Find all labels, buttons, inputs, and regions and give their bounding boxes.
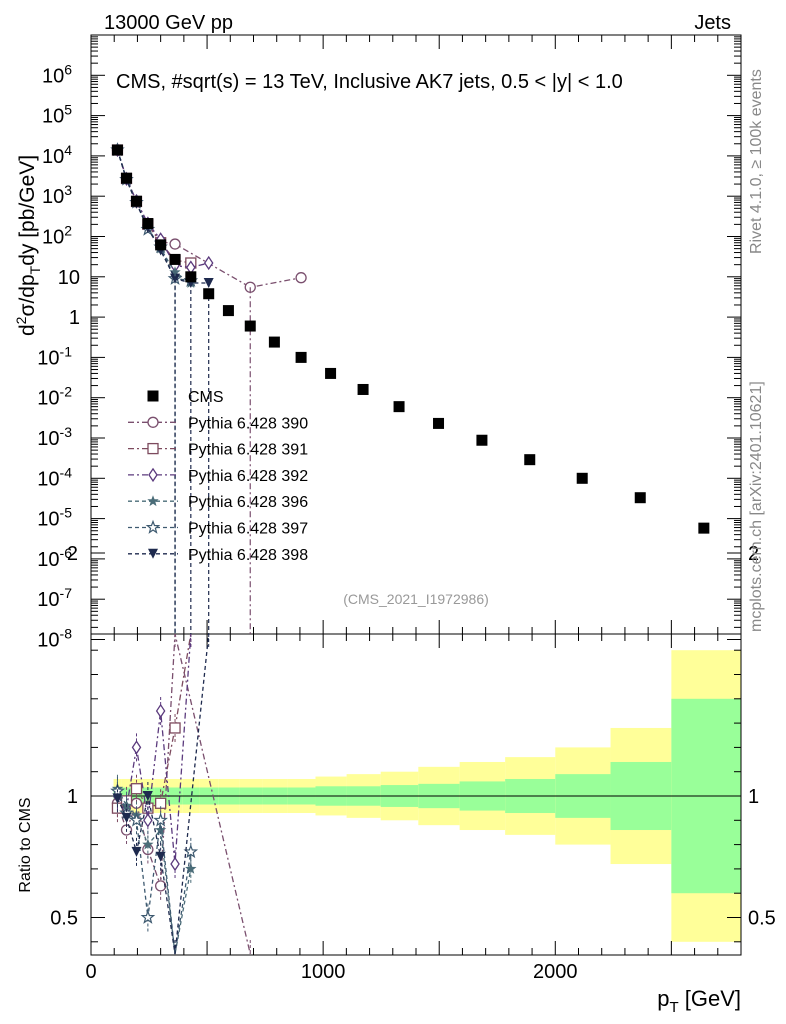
header-right: Jets — [694, 12, 731, 34]
legend-marker-p396 — [147, 495, 159, 507]
ratio-point-p392 — [143, 813, 153, 828]
header-left: 13000 GeV pp — [104, 12, 233, 34]
cms-point — [121, 172, 133, 184]
x-tick-label: 2000 — [533, 961, 578, 983]
legend-marker-p390 — [147, 416, 159, 428]
y-tick-label: 10-7 — [37, 585, 72, 611]
y-tick-label: 105 — [42, 102, 72, 128]
legend-marker-cms — [147, 390, 159, 402]
cms-point — [576, 472, 588, 484]
rivet-version-label: Rivet 4.1.0, ≥ 100k events — [748, 69, 765, 254]
ratio-point-p396 — [154, 824, 167, 835]
y-tick-label: 10-2 — [37, 384, 72, 410]
ratio-point-p397 — [129, 812, 144, 827]
y-tick-label: 1 — [69, 307, 80, 329]
ratio-y-axis-label: Ratio to CMS — [17, 797, 34, 892]
legend-label-p390: Pythia 6.428 390 — [188, 415, 308, 432]
ratio-point-p398 — [142, 791, 153, 801]
legend-marker-p397 — [145, 519, 161, 534]
legend-marker-p398 — [148, 548, 158, 559]
cms-point — [698, 522, 710, 534]
ratio-point-p391 — [130, 783, 143, 795]
plot-axes: 10610510410310210110-110-210-310-410-510… — [13, 34, 776, 1016]
y-tick-label: 10-5 — [37, 505, 72, 531]
mc-point-p390 — [295, 272, 307, 284]
legend-label-p392: Pythia 6.428 392 — [188, 468, 308, 485]
ratio-tick-label-right: 1 — [748, 786, 759, 808]
ratio-point-p396 — [185, 862, 197, 874]
legend-label-p398: Pythia 6.428 398 — [188, 547, 308, 564]
cms-point — [155, 239, 167, 251]
ratio-point-p391 — [169, 722, 181, 734]
ratio-tick-label-left: 1 — [67, 786, 78, 808]
cms-point — [222, 305, 234, 317]
y-tick-label: 10 — [58, 267, 80, 289]
main-panel-frame — [90, 34, 742, 635]
chart-title: CMS, #sqrt(s) = 13 TeV, Inclusive AK7 je… — [116, 71, 623, 93]
y-tick-label: 10-6 — [37, 545, 72, 571]
legend-marker-p392 — [148, 467, 158, 483]
cms-point — [393, 401, 405, 413]
cms-point — [325, 367, 337, 379]
ratio-point-p398 — [112, 793, 123, 804]
cms-point — [142, 218, 154, 230]
ratio-tick-label-left: 2 — [67, 543, 78, 565]
mc-point-p392 — [203, 255, 214, 271]
cms-point — [634, 492, 646, 504]
cms-point — [111, 144, 123, 156]
data-marks — [110, 142, 710, 955]
mcplots-label: mcplots.cern.ch [arXiv:2401.10621] — [748, 381, 765, 632]
y-tick-label: 10-3 — [37, 424, 72, 450]
cms-point — [476, 434, 488, 446]
x-axis-label: pT [GeV] — [657, 986, 741, 1016]
ratio-tick-label-left: 0.5 — [50, 908, 78, 930]
ratio-point-p397 — [140, 909, 156, 924]
ratio-point-p392 — [155, 703, 166, 719]
legend-label-cms: CMS — [188, 389, 224, 406]
ratio-tick-label-right: 0.5 — [748, 908, 776, 930]
ratio-point-p398 — [155, 851, 166, 862]
y-axis-label: d2σ/dpTdy [pb/GeV] — [13, 155, 43, 336]
cms-point — [433, 417, 445, 429]
ratio-point-p398 — [131, 846, 142, 857]
y-tick-label: 104 — [42, 142, 72, 168]
cms-point — [268, 336, 280, 348]
ratio-point-p398 — [121, 812, 132, 823]
ratio-point-p392 — [131, 740, 142, 755]
cms-point — [169, 253, 181, 265]
legend-label-p397: Pythia 6.428 397 — [188, 521, 308, 538]
legend: CMS Pythia 6.428 390 Pythia 6.428 391 Pythi… — [128, 389, 308, 564]
cms-point — [295, 351, 307, 363]
y-tick-label: 106 — [42, 61, 72, 87]
y-tick-label: 10-8 — [37, 626, 72, 652]
y-tick-label: 103 — [42, 182, 72, 208]
y-tick-label: 102 — [42, 223, 72, 249]
cms-point — [244, 320, 256, 332]
x-tick-label: 0 — [85, 961, 96, 983]
analysis-watermark: (CMS_2021_I1972986) — [343, 591, 489, 607]
cms-point — [185, 271, 197, 283]
ratio-point-p390 — [154, 880, 167, 892]
cms-point — [524, 454, 536, 466]
ratio-point-p397 — [153, 812, 168, 827]
legend-label-p396: Pythia 6.428 396 — [188, 494, 308, 511]
legend-label-p391: Pythia 6.428 391 — [188, 442, 308, 459]
cms-point — [203, 288, 215, 300]
cms-point — [131, 195, 142, 207]
x-tick-label: 1000 — [301, 961, 346, 983]
y-tick-label: 10-4 — [37, 464, 72, 490]
ratio-point-p396 — [142, 838, 154, 850]
mc-point-p390 — [169, 238, 181, 250]
ratio-tick-label-right: 2 — [748, 543, 759, 565]
cms-point — [357, 383, 369, 395]
y-tick-label: 10-1 — [37, 343, 72, 369]
legend-marker-p391 — [147, 442, 159, 455]
ratio-point-p392 — [170, 856, 180, 872]
